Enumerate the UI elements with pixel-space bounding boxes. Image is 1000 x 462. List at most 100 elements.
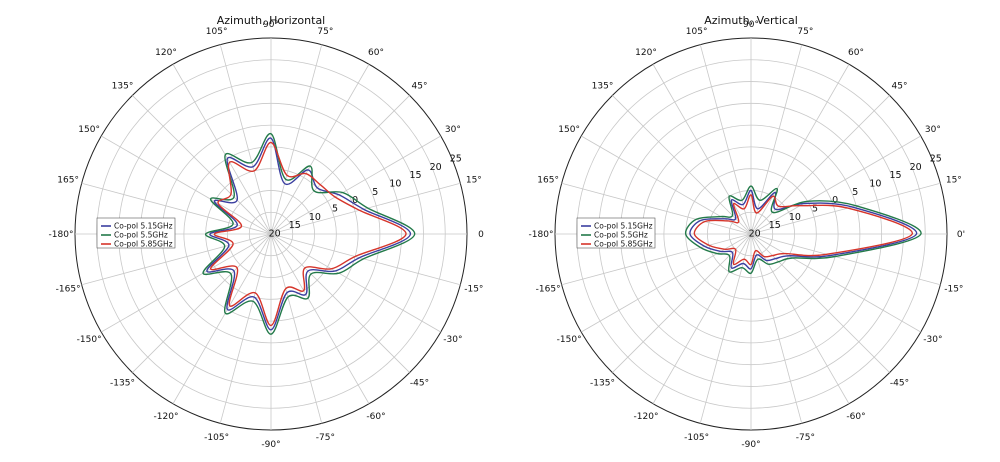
grid-spoke xyxy=(172,64,272,235)
series-line-2 xyxy=(202,133,416,335)
grid-spoke xyxy=(81,182,272,235)
angle-label: -150° xyxy=(557,335,582,345)
polar-chart-2: Azimuth, Vertical0'15°30°45°60°75°90°105… xyxy=(529,14,966,450)
grid-spoke xyxy=(270,233,461,286)
angle-label: -75° xyxy=(796,433,815,443)
angle-label: 15° xyxy=(466,176,482,186)
legend-label: Co-pol 5.15GHz xyxy=(114,222,173,231)
grid-spoke xyxy=(101,233,272,333)
angle-label: -90° xyxy=(261,440,280,450)
angle-label: -15° xyxy=(944,284,963,294)
angle-label: 45° xyxy=(412,82,428,92)
grid-spoke xyxy=(750,95,890,235)
radial-tick-label: 20 xyxy=(269,228,281,239)
angle-label: 45° xyxy=(892,82,908,92)
angle-label: 105° xyxy=(686,27,708,37)
radial-tick-label: 0 xyxy=(352,195,358,206)
grid-spoke xyxy=(101,135,272,235)
grid-spoke xyxy=(581,135,752,235)
grid-spoke xyxy=(270,233,370,404)
polar-chart-1: Azimuth, Horizontal 0 15° 30° 45° 60° 75° 90° 10… xyxy=(49,14,485,450)
legend-label: Co-pol 5.5GHz xyxy=(594,231,648,240)
legend-label: Co-pol 5.85GHz xyxy=(114,240,173,249)
grid-spoke xyxy=(750,233,921,333)
radial-tick-label: 20 xyxy=(430,162,442,173)
grid-spoke xyxy=(172,233,272,404)
grid-spoke xyxy=(699,44,752,235)
grid-spoke xyxy=(219,233,272,424)
radial-tick-label: 5 xyxy=(812,203,818,214)
chart-title: Azimuth, Horizontal xyxy=(217,14,326,27)
chart-title: Azimuth, Vertical xyxy=(704,14,798,27)
radial-tick-label: 5 xyxy=(332,203,338,214)
grid-spoke xyxy=(270,182,461,235)
grid-spoke xyxy=(219,44,272,235)
angle-label: -165° xyxy=(56,284,81,294)
angle-label: -150° xyxy=(77,335,102,345)
legend-label: Co-pol 5.85GHz xyxy=(594,240,653,249)
grid-spoke xyxy=(652,233,752,404)
radial-tick-label: 10 xyxy=(309,212,321,223)
radial-tick-label: 10 xyxy=(789,212,801,223)
radial-tick-label: 15 xyxy=(289,220,301,231)
angle-label: -90° xyxy=(741,440,760,450)
angle-label: 0 xyxy=(478,230,484,240)
angle-label: 135° xyxy=(592,82,614,92)
grid-spoke xyxy=(750,233,850,404)
angle-label: 30° xyxy=(925,125,941,135)
grid-spoke xyxy=(750,44,803,235)
grid-spoke xyxy=(270,44,323,235)
angle-label: -120° xyxy=(634,412,659,422)
angle-label: -135° xyxy=(110,378,135,388)
angle-label: -105° xyxy=(684,433,709,443)
angle-label: 75° xyxy=(797,27,813,37)
legend-box xyxy=(576,217,656,249)
angle-label: -165° xyxy=(536,284,561,294)
angle-label: -180° xyxy=(529,230,554,240)
angle-label: 75° xyxy=(317,27,333,37)
angle-label: -30° xyxy=(923,335,942,345)
grid-spoke xyxy=(270,64,370,235)
grid-spoke xyxy=(652,64,752,235)
grid-spoke xyxy=(612,233,752,373)
legend-label: Co-pol 5.15GHz xyxy=(594,222,653,231)
grid-spoke xyxy=(561,233,752,286)
legend-label: Co-pol 5.5GHz xyxy=(114,231,168,240)
angle-label: 150° xyxy=(558,125,580,135)
angle-label: 135° xyxy=(112,82,134,92)
grid-spoke xyxy=(561,182,752,235)
grid-spoke xyxy=(270,95,410,235)
grid-spoke xyxy=(132,95,272,235)
grid-spoke xyxy=(750,64,850,235)
angle-label: -45° xyxy=(890,378,909,388)
angle-label: -120° xyxy=(154,412,179,422)
grid-spoke xyxy=(750,233,941,286)
grid-spoke xyxy=(270,233,323,424)
angle-label: 90° xyxy=(263,20,279,30)
grid-spoke xyxy=(81,233,272,286)
angle-label: -135° xyxy=(590,378,615,388)
angle-label: -45° xyxy=(410,378,429,388)
grid-spoke xyxy=(132,233,272,373)
grid-spoke xyxy=(612,95,752,235)
series-line-1 xyxy=(206,137,412,331)
angle-label: -60° xyxy=(366,412,385,422)
radial-tick-label: 15 xyxy=(769,220,781,231)
legend-box xyxy=(96,217,176,249)
angle-label: 150° xyxy=(78,125,100,135)
angle-label: 60° xyxy=(368,48,384,58)
angle-label: 0' xyxy=(957,230,965,240)
angle-label: 120° xyxy=(155,48,177,58)
radial-tick-label: 10 xyxy=(869,178,881,189)
series-line-1 xyxy=(689,189,918,270)
angle-label: -105° xyxy=(204,433,229,443)
radial-tick-label: 20 xyxy=(749,228,761,239)
angle-label: 165° xyxy=(57,176,79,186)
angle-label: 15° xyxy=(946,176,962,186)
series-line-3 xyxy=(209,141,407,327)
grid-spoke xyxy=(270,233,441,333)
angle-label: -30° xyxy=(443,335,462,345)
grid-spoke xyxy=(581,233,752,333)
grid-spoke xyxy=(750,233,890,373)
